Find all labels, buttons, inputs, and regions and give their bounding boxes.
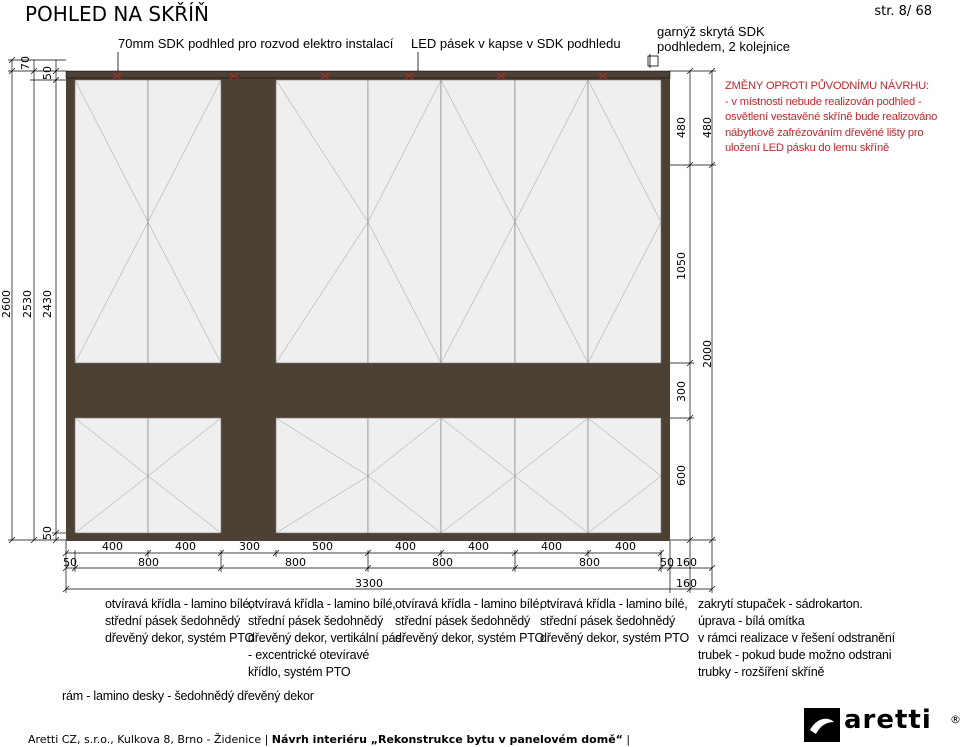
footer: Aretti CZ, s.r.o., Kulkova 8, Brno - Žid… (28, 733, 630, 746)
dim-bottom-7: 400 (541, 540, 562, 553)
page-number: str. 8/ 68 (874, 4, 932, 19)
dim-row2-6: 50 (660, 556, 674, 569)
dim-480-b: 480 (701, 117, 714, 138)
dim-side: 160 (676, 577, 697, 590)
dim-2000: 2000 (701, 340, 714, 368)
dim-row2-3: 800 (285, 556, 306, 569)
frame-note: rám - lamino desky - šedohnědý dřevěný d… (62, 689, 314, 703)
label-led-strip: LED pásek v kapse v SDK podhledu (411, 36, 621, 51)
dim-bottom-8: 400 (615, 540, 636, 553)
dim-bottom-5: 400 (395, 540, 416, 553)
dim-bottom-1: 400 (102, 540, 123, 553)
right-dimension-lines (670, 67, 716, 544)
footer-company: Aretti CZ, s.r.o., Kulkova 8, Brno - Žid… (28, 733, 272, 746)
dim-bottom-6: 400 (468, 540, 489, 553)
door-panels (74, 79, 662, 534)
dim-row2-4: 800 (432, 556, 453, 569)
registered-mark: ® (950, 713, 960, 726)
dim-row2-5: 800 (579, 556, 600, 569)
dim-1050: 1050 (675, 252, 688, 280)
dim-70: 70 (19, 56, 32, 70)
dim-bottom-2: 400 (175, 540, 196, 553)
dim-2530: 2530 (21, 290, 34, 318)
door-note-4: otvíravá křídla - lamino bílé, střední p… (540, 597, 689, 645)
door-swing-lines (74, 79, 662, 534)
door-note-1: otvíravá křídla - lamino bílé, střední p… (105, 597, 254, 645)
dim-2430: 2430 (41, 290, 54, 318)
aretti-logo-icon (804, 708, 840, 742)
dim-row2-7: 160 (676, 556, 697, 569)
side-note: zakrytí stupaček - sádrokarton. úprava -… (698, 597, 895, 679)
sdk-ceiling-strip (65, 70, 671, 79)
page-title: POHLED NA SKŘÍŇ (25, 2, 209, 26)
dim-480-a: 480 (675, 117, 688, 138)
bottom-dimension-lines (62, 541, 716, 593)
label-curtain-rail: garnýž skrytá SDK podhledem, 2 kolejnice (657, 24, 790, 54)
footer-project: Návrh interiéru „Rekonstrukce bytu v pan… (271, 733, 623, 746)
door-note-2: otvíravá křídla - lamino bílé, střední p… (248, 597, 402, 679)
led-markers (112, 72, 608, 80)
dim-50-bottom: 50 (41, 526, 54, 540)
label-sdk-ceiling: 70mm SDK podhled pro rozvod elektro inst… (118, 36, 394, 51)
dim-600: 600 (675, 465, 688, 486)
dim-2600: 2600 (0, 290, 13, 318)
dim-total: 3300 (355, 577, 383, 590)
dim-50-top: 50 (41, 66, 54, 80)
label-leaders (117, 52, 659, 72)
left-dimension-lines (8, 56, 66, 544)
dim-row2-2: 800 (138, 556, 159, 569)
aretti-logo-text: aretti (844, 705, 932, 735)
door-note-3: otvíravá křídla - lamino bílé, střední p… (395, 597, 544, 645)
dim-bottom-4: 500 (312, 540, 333, 553)
dim-row2-1: 50 (63, 556, 77, 569)
dim-bottom-3: 300 (239, 540, 260, 553)
dim-300: 300 (675, 381, 688, 402)
change-note: ZMĚNY OPROTI PŮVODNÍMU NÁVRHU: - v místn… (725, 80, 938, 154)
footer-tail: | (622, 733, 631, 746)
